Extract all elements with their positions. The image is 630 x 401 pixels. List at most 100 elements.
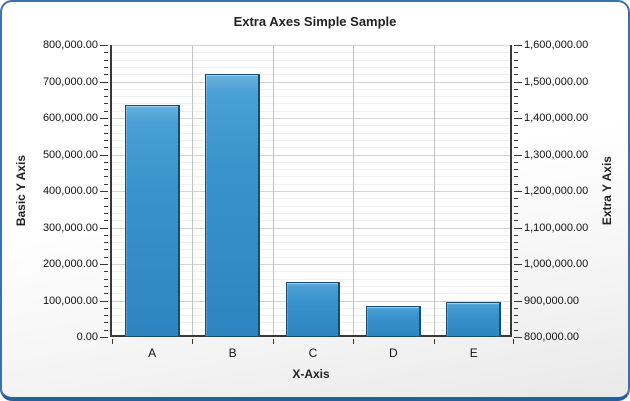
left-axis-tick — [100, 337, 108, 338]
left-axis-tick — [100, 45, 108, 46]
left-axis-tick — [104, 257, 108, 258]
gridline-minor — [112, 125, 510, 126]
gridline-minor — [112, 96, 510, 97]
left-axis-tick — [104, 198, 108, 199]
category-divider-line — [192, 45, 193, 335]
extra-y-tick-label: 1,200,000.00 — [524, 185, 589, 197]
left-axis-tick — [104, 60, 108, 61]
left-axis-tick — [104, 249, 108, 250]
gridline-minor — [112, 206, 510, 207]
right-axis-tick — [514, 96, 518, 97]
bar-a — [124, 105, 180, 337]
left-axis-tick — [104, 271, 108, 272]
basic-y-tick-label: 100,000.00 — [42, 294, 98, 307]
gridline-minor — [112, 184, 510, 185]
left-axis-tick — [100, 118, 108, 119]
left-axis-tick — [104, 74, 108, 75]
category-label-b: B — [228, 346, 237, 360]
right-axis-tick — [514, 111, 518, 112]
left-axis-tick — [104, 52, 108, 53]
right-axis-tick — [514, 220, 518, 221]
bar-e — [446, 302, 502, 337]
right-axis-tick — [514, 184, 518, 185]
gridline-minor — [112, 279, 510, 280]
left-axis-tick — [104, 184, 108, 185]
bar-b — [205, 74, 260, 337]
right-axis-tick — [514, 103, 518, 104]
basic-y-tick-label: 200,000.00 — [42, 258, 98, 270]
gridline-major — [112, 155, 510, 156]
left-axis-tick — [104, 125, 108, 126]
extra-y-tick-label: 1,300,000.00 — [524, 148, 589, 161]
gridline-minor — [112, 271, 510, 272]
right-axis-tick — [514, 198, 518, 199]
left-axis-tick — [104, 176, 108, 177]
gridline-minor — [112, 133, 510, 134]
right-axis-tick — [514, 52, 518, 53]
left-axis-tick — [104, 96, 108, 97]
right-axis-tick — [514, 118, 522, 119]
gridline-minor — [112, 89, 510, 90]
gridline-major — [112, 82, 510, 83]
right-axis-tick — [514, 249, 518, 250]
left-axis-tick — [104, 235, 108, 236]
right-axis-tick — [514, 279, 518, 280]
x-axis-title: X-Axis — [292, 367, 330, 381]
right-axis-tick — [514, 133, 518, 134]
extra-y-tick-label: 900,000.00 — [524, 294, 580, 307]
left-axis-tick — [104, 286, 108, 287]
left-axis-tick — [104, 242, 108, 243]
left-axis-tick — [100, 155, 108, 156]
left-axis-tick — [100, 228, 108, 229]
right-axis-tick — [514, 235, 518, 236]
left-axis-tick — [100, 191, 108, 192]
right-axis-tick — [514, 155, 522, 156]
right-axis-tick — [514, 45, 522, 46]
left-axis-tick — [104, 111, 108, 112]
gridline-major — [112, 45, 510, 46]
gridline-minor — [112, 176, 510, 177]
plot-area: X-Axis 800,000.00 700,000.00 600,000.00 500… — [43, 39, 588, 381]
extra-y-tick-label: 1,100,000.00 — [524, 221, 589, 234]
bar-d — [366, 305, 421, 337]
category-divider-line — [434, 45, 435, 335]
right-axis-tick — [514, 330, 518, 331]
gridline-minor — [112, 249, 510, 250]
left-axis-tick — [100, 264, 108, 265]
right-axis-tick — [514, 140, 518, 141]
category-divider-line — [273, 45, 274, 335]
gridline-minor — [112, 67, 510, 68]
right-axis-tick — [514, 322, 518, 323]
left-axis-tick — [100, 82, 108, 83]
right-axis-tick — [514, 293, 518, 294]
basic-y-axis-title: Basic Y Axis — [14, 155, 28, 227]
right-axis-tick — [514, 213, 518, 214]
right-axis-tick — [514, 257, 518, 258]
right-axis-tick — [514, 67, 518, 68]
gridline-minor — [112, 162, 510, 163]
right-axis-tick — [514, 242, 518, 243]
left-axis-tick — [104, 147, 108, 148]
right-axis-tick — [514, 89, 518, 90]
left-axis-tick — [100, 301, 108, 302]
gridline-minor — [112, 235, 510, 236]
extra-y-axis-title-column: Extra Y Axis — [598, 45, 616, 337]
category-label-a: A — [148, 346, 157, 360]
left-axis-tick — [104, 293, 108, 294]
right-axis-tick — [514, 286, 518, 287]
basic-y-tick-label: 700,000.00 — [42, 75, 98, 88]
basic-y-tick-label: 400,000.00 — [42, 185, 98, 197]
right-axis-tick — [514, 337, 522, 338]
right-axis-tick — [514, 125, 518, 126]
right-axis-tick — [514, 315, 518, 316]
left-axis-tick — [104, 140, 108, 141]
gridline-major — [112, 191, 510, 192]
left-axis-tick — [104, 67, 108, 68]
chart-title: Extra Axes Simple Sample — [233, 14, 397, 29]
gridline-minor — [112, 169, 510, 170]
right-axis-tick — [514, 271, 518, 272]
category-label-c: C — [308, 346, 318, 360]
extra-y-tick-label: 800,000.00 — [524, 331, 580, 343]
extra-y-tick-label: 1,400,000.00 — [524, 112, 589, 124]
category-divider-line — [353, 45, 354, 335]
